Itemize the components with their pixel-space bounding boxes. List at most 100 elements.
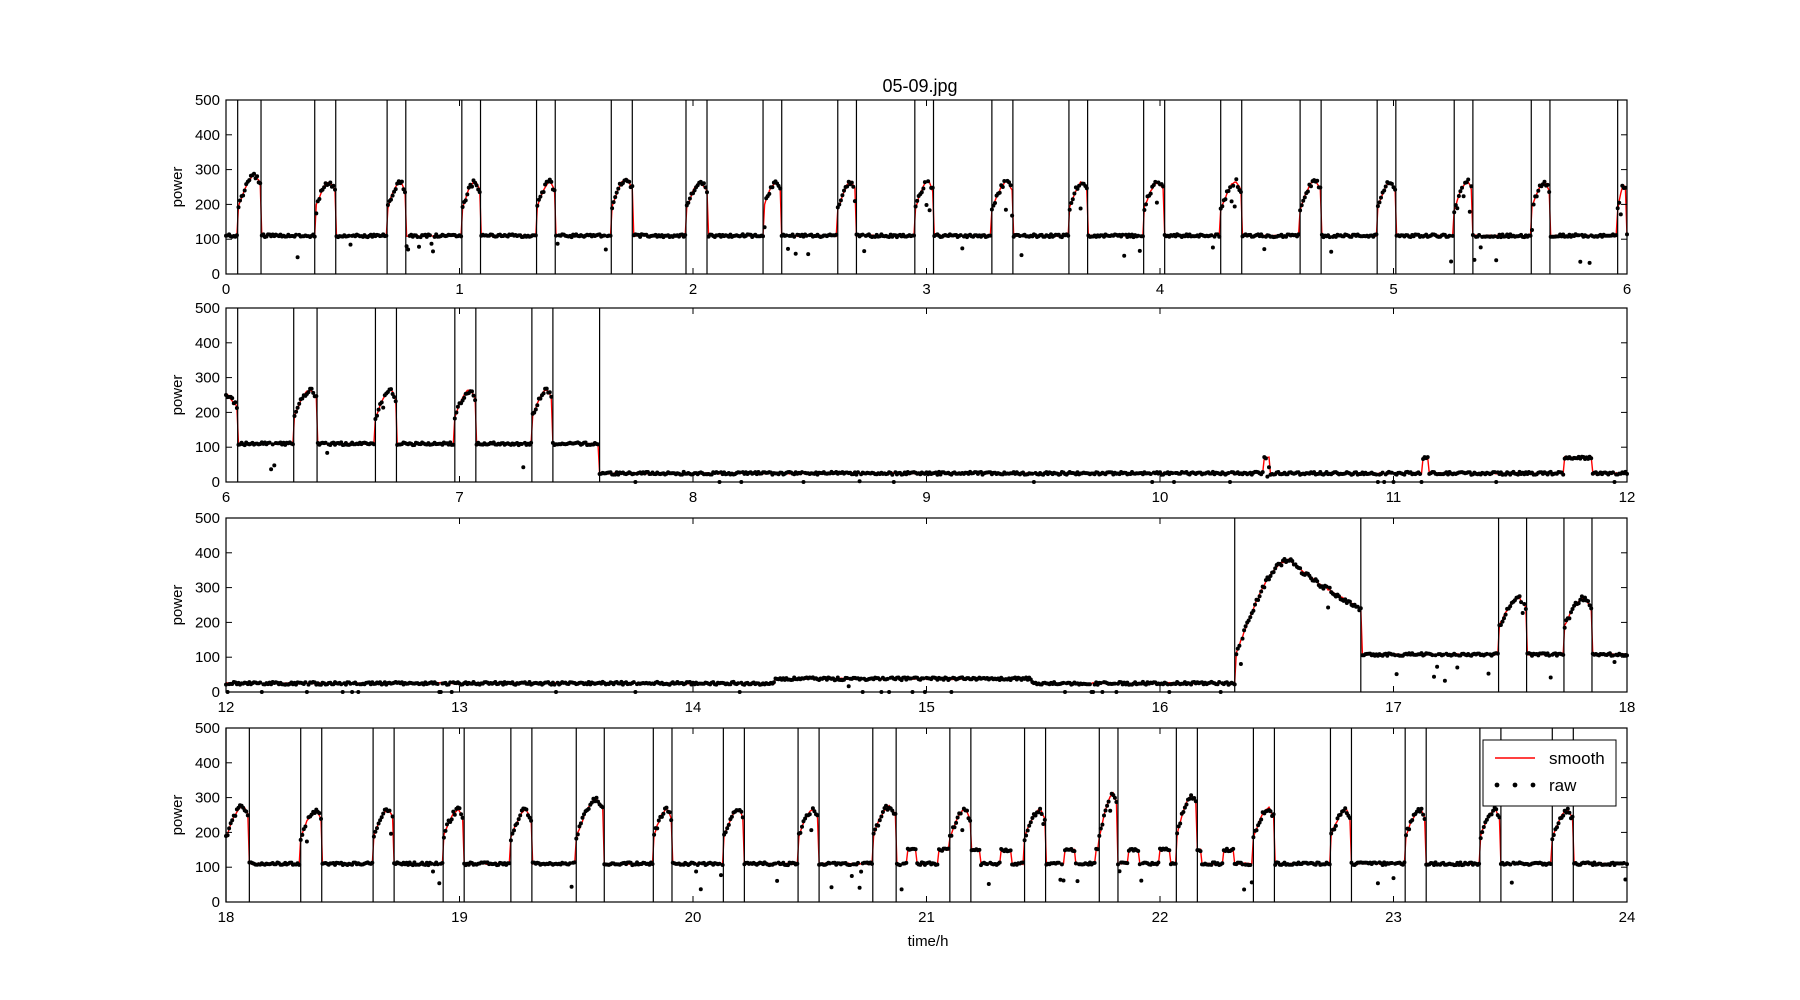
- raw-point: [838, 198, 843, 203]
- raw-point: [1302, 195, 1307, 200]
- raw-point: [1092, 860, 1097, 865]
- raw-point: [295, 255, 300, 260]
- raw-point: [1268, 574, 1273, 578]
- raw-point: [1327, 585, 1332, 590]
- raw-point: [793, 251, 798, 256]
- raw-point: [1502, 616, 1506, 621]
- raw-point: [870, 861, 874, 866]
- y-tick-label: 0: [212, 266, 220, 283]
- raw-point: [1262, 585, 1267, 590]
- raw-point: [1355, 604, 1360, 609]
- y-tick-label: 400: [195, 545, 220, 562]
- raw-point: [977, 847, 982, 852]
- raw-point: [1220, 861, 1225, 866]
- raw-point: [319, 816, 323, 821]
- raw-point: [1453, 652, 1458, 657]
- raw-point: [1267, 465, 1271, 470]
- raw-point: [325, 450, 330, 455]
- raw-point: [915, 198, 920, 203]
- raw-point: [1435, 664, 1440, 669]
- raw-point: [586, 806, 591, 811]
- raw-point: [1061, 878, 1066, 883]
- raw-point: [692, 188, 697, 193]
- raw-point: [1017, 234, 1022, 238]
- raw-point: [1561, 813, 1566, 818]
- raw-point: [1389, 470, 1394, 475]
- raw-point: [1078, 206, 1083, 211]
- x-tick-label: 12: [1619, 489, 1636, 506]
- raw-point: [1587, 260, 1592, 265]
- panel-1: 0 1 2 3 4 5 6 0 100 200 300 400 500 power: [169, 92, 1631, 298]
- raw-point: [1421, 812, 1426, 817]
- raw-point: [435, 682, 440, 686]
- raw-point: [233, 813, 238, 818]
- raw-point: [723, 830, 728, 835]
- x-tick-label: 21: [918, 909, 935, 926]
- raw-point: [1151, 183, 1156, 187]
- raw-point: [1467, 209, 1472, 214]
- x-tick-label: 18: [1619, 699, 1636, 716]
- raw-point: [1142, 208, 1147, 212]
- raw-point: [1002, 179, 1007, 183]
- raw-point: [1484, 651, 1489, 656]
- raw-point: [1389, 181, 1394, 186]
- legend-raw-marker-2: [1512, 782, 1518, 788]
- y-tick-label: 400: [195, 335, 220, 352]
- smooth-line: [225, 791, 1628, 866]
- raw-point: [1332, 827, 1337, 832]
- raw-point: [524, 807, 529, 812]
- raw-point: [729, 814, 734, 819]
- raw-point: [294, 232, 298, 237]
- raw-point: [541, 190, 546, 194]
- raw-point: [1442, 678, 1447, 683]
- raw-point: [1030, 471, 1035, 476]
- raw-point: [616, 186, 621, 191]
- raw-point: [1105, 803, 1110, 808]
- x-tick-label: 8: [689, 489, 697, 506]
- x-tick-label: 2: [689, 281, 697, 298]
- x-tick-label: 11: [1386, 489, 1402, 506]
- x-tick-label: 6: [222, 489, 230, 506]
- raw-point: [512, 828, 516, 833]
- raw-point: [1100, 822, 1105, 827]
- raw-point: [1112, 795, 1117, 800]
- raw-point: [580, 815, 585, 820]
- raw-point: [1402, 860, 1407, 865]
- raw-point: [1271, 570, 1276, 575]
- x-tick-label: 17: [1385, 699, 1402, 716]
- raw-point: [295, 405, 300, 410]
- raw-point: [1492, 470, 1497, 475]
- raw-point: [1455, 665, 1460, 670]
- x-axis: 18 19 20 21 22 23 24: [218, 728, 1635, 926]
- raw-point: [1210, 245, 1215, 250]
- raw-point: [459, 234, 464, 239]
- raw-point: [387, 808, 392, 813]
- raw-point: [519, 442, 524, 446]
- x-tick-label: 6: [1623, 281, 1631, 298]
- raw-point: [968, 818, 973, 823]
- raw-point: [840, 193, 845, 198]
- raw-point: [1251, 608, 1256, 613]
- raw-point: [719, 873, 723, 878]
- raw-point: [1523, 607, 1528, 611]
- plot-frame: [225, 99, 1628, 275]
- raw-point: [856, 470, 860, 475]
- raw-point: [792, 234, 797, 239]
- raw-point: [922, 180, 927, 185]
- raw-point: [549, 179, 554, 184]
- raw-point: [1027, 823, 1032, 828]
- plot-frame: [225, 307, 1628, 483]
- raw-point: [1248, 863, 1253, 867]
- raw-point: [1375, 204, 1380, 209]
- raw-point: [1226, 189, 1231, 193]
- raw-point: [1112, 681, 1117, 686]
- raw-point: [1495, 651, 1500, 656]
- raw-point: [1273, 566, 1278, 571]
- y-tick-label: 0: [212, 684, 220, 701]
- raw-point: [331, 183, 336, 188]
- raw-point: [1477, 233, 1482, 237]
- raw-point: [1070, 197, 1075, 202]
- y-tick-label: 300: [195, 162, 220, 179]
- raw-point: [427, 233, 432, 238]
- raw-point: [935, 862, 940, 867]
